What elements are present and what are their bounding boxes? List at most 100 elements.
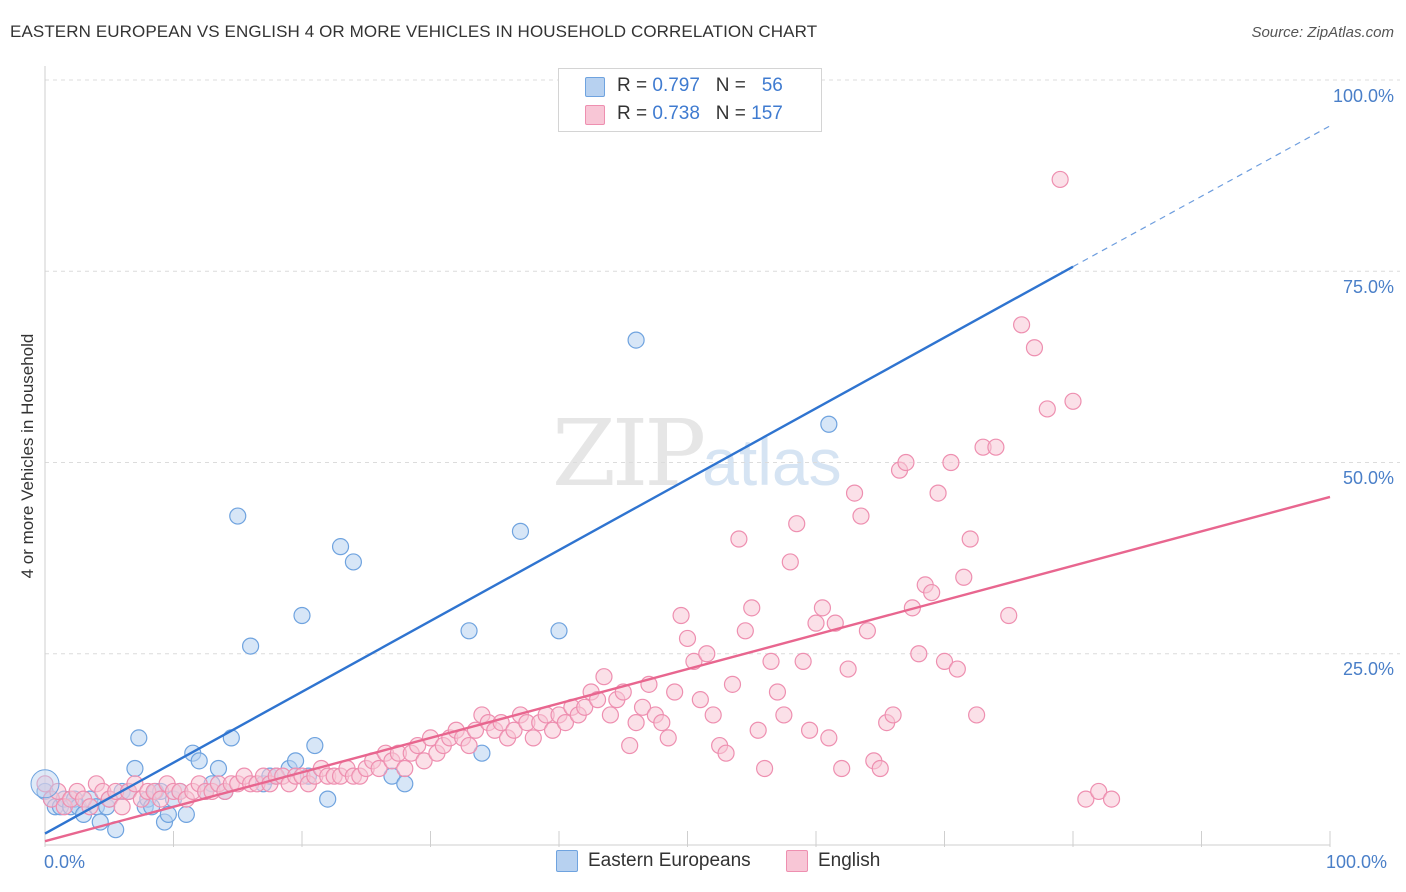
english-point — [36, 775, 54, 793]
english-point — [730, 530, 748, 548]
english-point — [672, 606, 690, 625]
english-point — [396, 759, 414, 778]
legend-label: English — [818, 850, 881, 872]
y-tick-25: 25.0% — [1342, 659, 1394, 679]
english-point — [1012, 316, 1031, 334]
english-point — [897, 453, 915, 472]
r-label: R = — [617, 75, 653, 96]
english-point — [807, 614, 825, 632]
english-point — [1090, 782, 1108, 801]
eastern-european-point — [511, 522, 530, 540]
source-label: Source: ZipAtlas.com — [1251, 24, 1394, 41]
english-point — [1077, 790, 1095, 808]
english-point — [723, 675, 742, 693]
english-point — [833, 759, 851, 778]
english-point — [543, 721, 562, 739]
correlation-stats-box: R = 0.797 N = 56 R = 0.738 N = 157 — [558, 68, 822, 132]
english-point — [49, 782, 67, 801]
english-point — [1025, 339, 1044, 357]
english-point — [813, 599, 832, 617]
eastern-european-point — [306, 736, 324, 755]
english-point — [736, 622, 754, 640]
english-point — [633, 698, 652, 716]
english-point — [370, 759, 388, 778]
eastern-european-point — [190, 752, 208, 770]
english-point — [800, 721, 819, 739]
r-label: R = — [617, 103, 653, 124]
english-point — [152, 790, 170, 808]
english-point — [1051, 170, 1069, 189]
y-tick-75: 75.0% — [1342, 277, 1394, 297]
english-point — [910, 645, 928, 663]
n-value: 56 — [761, 75, 783, 96]
english-point — [505, 721, 523, 739]
english-point — [884, 706, 902, 724]
r-value: 0.738 — [652, 103, 700, 124]
stats-swatch-blue — [585, 77, 605, 97]
eastern-european-point — [331, 538, 350, 556]
eastern-european-point — [130, 729, 148, 747]
eastern-european-point — [242, 637, 260, 655]
legend-item-english[interactable]: English — [786, 850, 880, 872]
english-point — [743, 599, 761, 617]
english-point — [781, 553, 799, 571]
n-label: N = — [715, 75, 752, 96]
x-tick-max: 100.0% — [1326, 852, 1388, 872]
english-point — [858, 622, 877, 640]
english-point — [595, 668, 613, 686]
y-axis-label: 4 or more Vehicles in Household — [18, 333, 37, 579]
eastern-european-point — [473, 744, 491, 762]
eastern-european-point — [550, 622, 568, 640]
english-trend-line — [44, 495, 1331, 843]
english-point — [666, 683, 684, 701]
english-point — [524, 729, 542, 747]
english-point — [942, 453, 960, 472]
eastern-european-point — [319, 790, 337, 808]
n-label: N = — [715, 103, 752, 124]
eastern-european-point — [820, 415, 838, 433]
english-point — [845, 484, 864, 502]
english-point — [794, 652, 812, 671]
english-point — [852, 507, 870, 525]
english-point — [588, 691, 607, 709]
english-point — [788, 515, 806, 533]
english-point — [948, 660, 966, 678]
stats-swatch-pink — [585, 105, 605, 125]
english-point — [839, 660, 857, 678]
eastern-european-point — [177, 805, 195, 824]
eastern-european-point — [286, 752, 305, 770]
english-point — [698, 645, 716, 663]
english-point — [460, 736, 478, 755]
n-value: 157 — [751, 103, 783, 124]
english-point — [415, 752, 433, 770]
english-point — [775, 706, 793, 724]
english-point — [627, 713, 645, 732]
english-point — [717, 744, 735, 762]
english-point — [961, 530, 979, 548]
english-point — [1102, 790, 1121, 808]
legend-label: Eastern Europeans — [588, 850, 751, 872]
english-point — [659, 729, 677, 747]
legend-swatch-pink — [786, 850, 808, 872]
stats-row-eastern-europeans: R = 0.797 N = 56 — [559, 71, 821, 101]
eastern-european-point — [460, 622, 478, 640]
english-point — [987, 438, 1005, 456]
english-point — [768, 683, 787, 701]
english-point — [1000, 606, 1018, 625]
zipatlas-watermark: ZIPatlas — [552, 400, 842, 507]
legend-item-eastern-europeans[interactable]: Eastern Europeans — [556, 850, 751, 872]
r-value: 0.797 — [652, 75, 700, 96]
english-point — [556, 713, 575, 732]
english-point — [113, 798, 131, 816]
eastern-european-point — [396, 775, 414, 793]
english-point — [1038, 400, 1056, 418]
eastern-european-point — [222, 729, 240, 747]
eastern-european-trend-extension — [1072, 125, 1331, 268]
english-point — [704, 706, 722, 724]
english-point — [621, 736, 639, 755]
english-point — [749, 721, 767, 739]
eastern-european-trend-line — [44, 265, 1074, 835]
x-tick-min: 0.0% — [44, 852, 86, 872]
eastern-european-point — [627, 331, 645, 349]
